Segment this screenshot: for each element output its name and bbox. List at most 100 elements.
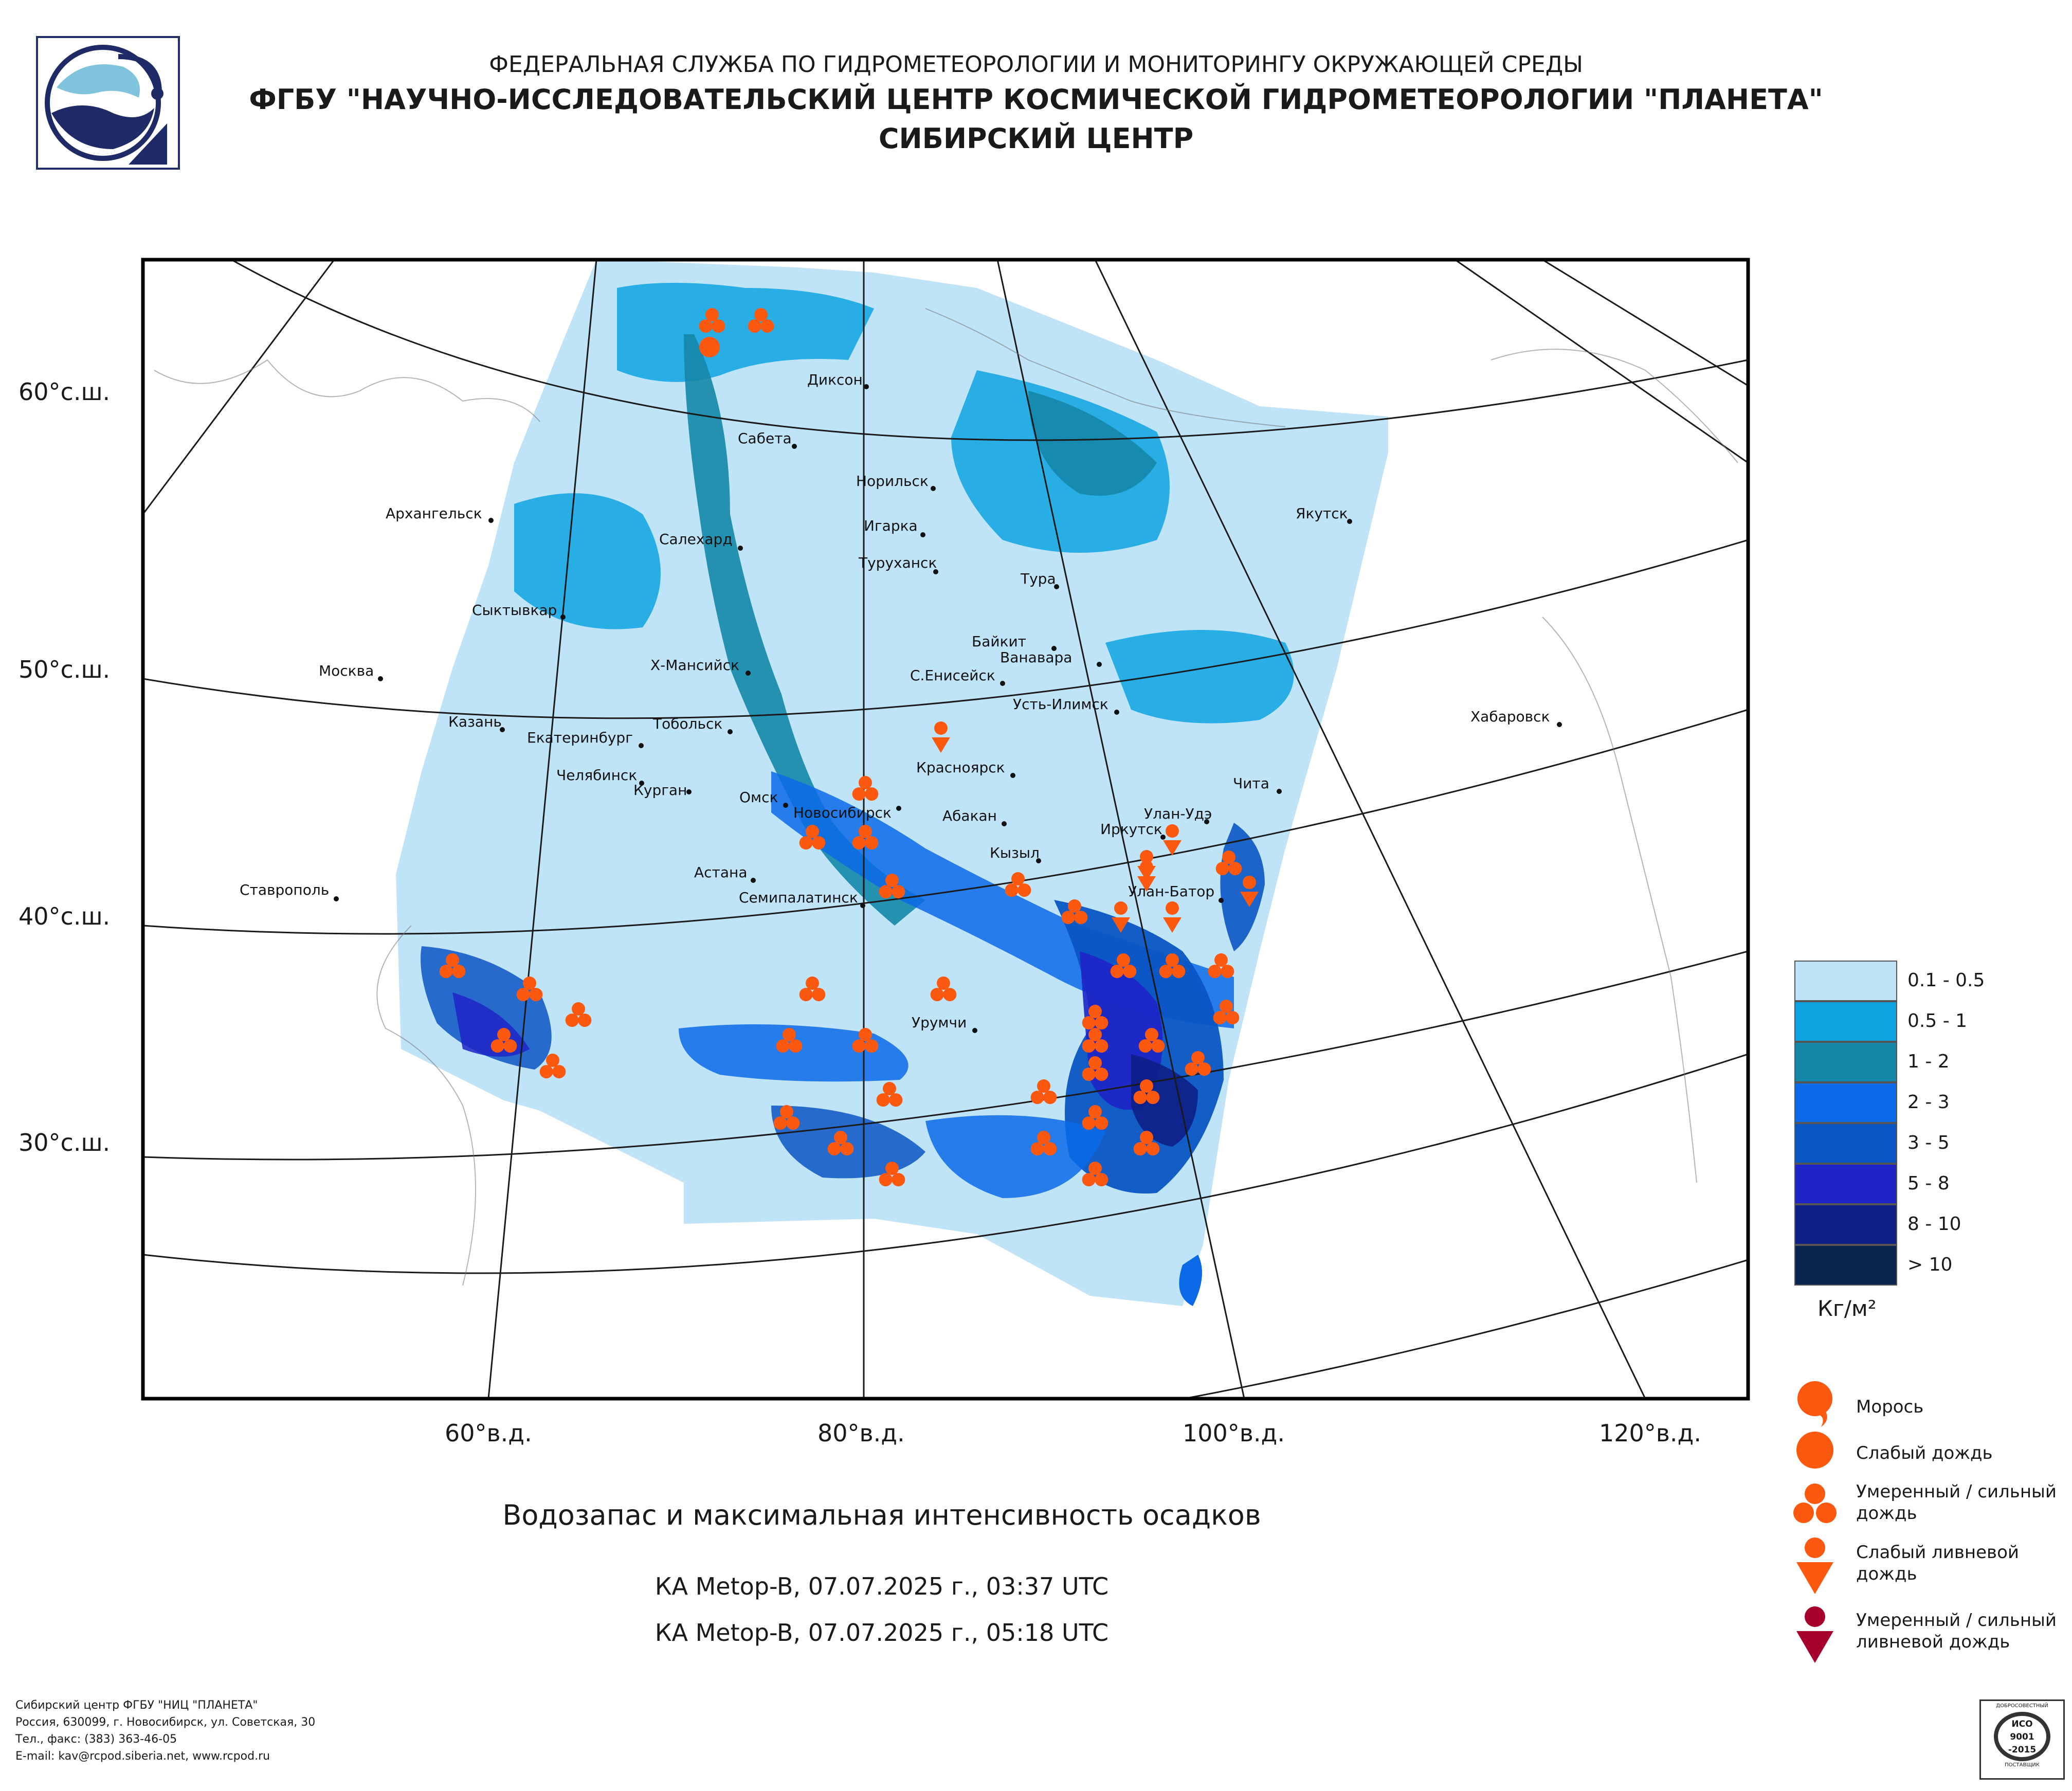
moderate-rain-marker — [799, 825, 826, 850]
header-center: СИБИРСКИЙ ЦЕНТР — [878, 122, 1194, 155]
legend-swatch — [1794, 1245, 1897, 1286]
city-label: Тобольск — [652, 715, 722, 732]
city-label: Красноярск — [916, 759, 1005, 776]
footer-contacts: Сибирский центр ФГБУ "НИЦ "ПЛАНЕТА" Росс… — [15, 1697, 315, 1765]
legend-swatch-label: 0.5 - 1 — [1907, 1010, 1968, 1032]
city-label: Чита — [1233, 775, 1269, 792]
light-shower-marker — [932, 721, 950, 753]
legend-swatch — [1794, 961, 1897, 1001]
legend-swatch — [1794, 1082, 1897, 1123]
city-dot — [1277, 789, 1282, 794]
moderate-rain-marker — [1005, 872, 1031, 897]
light-rain-icon — [1796, 1432, 1833, 1469]
city-label: Москва — [319, 662, 374, 679]
legend-swatch-label: 8 - 10 — [1907, 1214, 1961, 1235]
moderate-rain-marker — [1030, 1079, 1057, 1105]
legend-unit: Кг/м² — [1817, 1296, 1877, 1321]
map-title: Водозапас и максимальная интенсивность о… — [502, 1499, 1261, 1531]
moderate-rain-marker — [1082, 1105, 1108, 1130]
city-dot — [1219, 898, 1224, 903]
moderate-rain-marker — [852, 776, 879, 801]
city-dot — [864, 384, 869, 389]
legend-scale-item: 2 - 3 — [1794, 1082, 1950, 1123]
moderate-rain-marker — [773, 1105, 800, 1130]
city-dot — [639, 781, 644, 786]
light-shower-marker — [1112, 901, 1130, 933]
coastlines — [154, 308, 1738, 1286]
city-label: Курган — [633, 782, 687, 799]
city-label: Улан-Батор — [1128, 883, 1214, 900]
light-shower-marker — [1163, 901, 1182, 933]
city-label: Туруханск — [858, 554, 937, 571]
city-label: Тура — [1020, 570, 1056, 587]
moderate-rain-marker — [827, 1131, 854, 1156]
city-label: Урумчи — [912, 1014, 967, 1031]
city-dot — [972, 1028, 977, 1033]
city-label: Хабаровск — [1470, 708, 1550, 725]
moderate-rain-marker — [776, 1028, 803, 1053]
legend-heavy-shower-label: Умеренный / сильный ливневой дождь — [1856, 1610, 2057, 1652]
city-label: Якутск — [1296, 505, 1348, 522]
legend-swatch — [1794, 1042, 1897, 1082]
city-label: Абакан — [942, 807, 997, 824]
city-dot — [378, 676, 383, 681]
city-dot — [1160, 835, 1166, 840]
city-label: Новосибирск — [793, 804, 892, 821]
city-labels: Диксон Сабета Норильск Игарка Туруханск Салех… — [240, 371, 1562, 1033]
city-label: Семипалатинск — [739, 889, 858, 906]
moderate-rain-marker — [539, 1054, 566, 1079]
graticule — [143, 260, 1748, 1399]
city-dot — [686, 789, 692, 794]
city-dot — [1036, 858, 1041, 863]
moderate-rain-marker — [1082, 1162, 1108, 1187]
footer-address: Россия, 630099, г. Новосибирск, ул. Сове… — [15, 1716, 316, 1729]
header-agency: ФЕДЕРАЛЬНАЯ СЛУЖБА ПО ГИДРОМЕТЕОРОЛОГИИ … — [489, 51, 1583, 78]
planeta-logo — [36, 36, 180, 170]
footer-org: Сибирский центр ФГБУ "НИЦ "ПЛАНЕТА" — [15, 1699, 258, 1712]
iso-badge-bottom: ПОСТАВЩИК — [2005, 1762, 2040, 1768]
moderate-rain-marker — [1082, 1056, 1108, 1081]
city-label: Иркутск — [1100, 821, 1162, 838]
moderate-rain-marker — [852, 825, 879, 850]
city-dot — [1054, 584, 1059, 589]
iso-badge-text2: 9001 — [2010, 1732, 2034, 1742]
footer-email: E-mail: kav@rcpod.siberia.net, www.rcpod… — [15, 1750, 270, 1763]
moderate-rain-marker — [1185, 1051, 1211, 1076]
city-label: Сыктывкар — [472, 602, 557, 619]
city-dot — [1002, 821, 1007, 826]
city-dot — [751, 878, 756, 883]
city-dot — [746, 671, 751, 676]
city-label: Улан-Удэ — [1144, 805, 1212, 822]
iso-badge-top: ДОБРОСОВЕСТНЫЙ — [1996, 1703, 2048, 1709]
symbol-legend-icons — [1793, 1381, 1837, 1663]
city-dot — [1114, 710, 1119, 715]
city-dot — [931, 486, 936, 491]
legend-scale-item: 8 - 10 — [1794, 1204, 1961, 1245]
light-shower-marker — [1163, 824, 1182, 856]
moderate-rain-marker — [879, 1162, 905, 1187]
legend-scale-item: > 10 — [1794, 1245, 1952, 1286]
city-label: Байкит — [972, 633, 1026, 650]
city-label: Казань — [448, 713, 502, 730]
lon-label-120: 120°в.д. — [1599, 1419, 1701, 1447]
moderate-rain-marker — [1138, 1028, 1165, 1053]
iso-badge: ДОБРОСОВЕСТНЫЙ ИСО 9001 -2015 ПОСТАВЩИК — [1979, 1699, 2065, 1780]
moderate-rain-marker — [930, 976, 957, 1002]
precipitation-markers — [439, 308, 1259, 1187]
legend-moderate-rain-label: Умеренный / сильный дождь — [1856, 1481, 2057, 1524]
lon-label-80: 80°в.д. — [817, 1419, 905, 1447]
city-label: Игарка — [864, 517, 918, 534]
city-label: Астана — [694, 864, 747, 881]
legend-swatch — [1794, 1164, 1897, 1204]
city-dot — [1051, 646, 1057, 651]
moderate-rain-marker — [1159, 953, 1186, 979]
lat-label-30: 30°с.ш. — [19, 1129, 111, 1156]
iso-badge-text1: ИСО — [2011, 1719, 2033, 1729]
light-shower-marker — [1137, 860, 1156, 892]
city-dot — [1000, 681, 1005, 686]
lat-label-50: 50°с.ш. — [19, 656, 111, 683]
city-label: Усть-Илимск — [1013, 696, 1108, 713]
legend-scale-item: 1 - 2 — [1794, 1042, 1950, 1082]
legend-swatch — [1794, 1204, 1897, 1245]
legend-light-rain-label: Слабый дождь — [1856, 1443, 1993, 1463]
